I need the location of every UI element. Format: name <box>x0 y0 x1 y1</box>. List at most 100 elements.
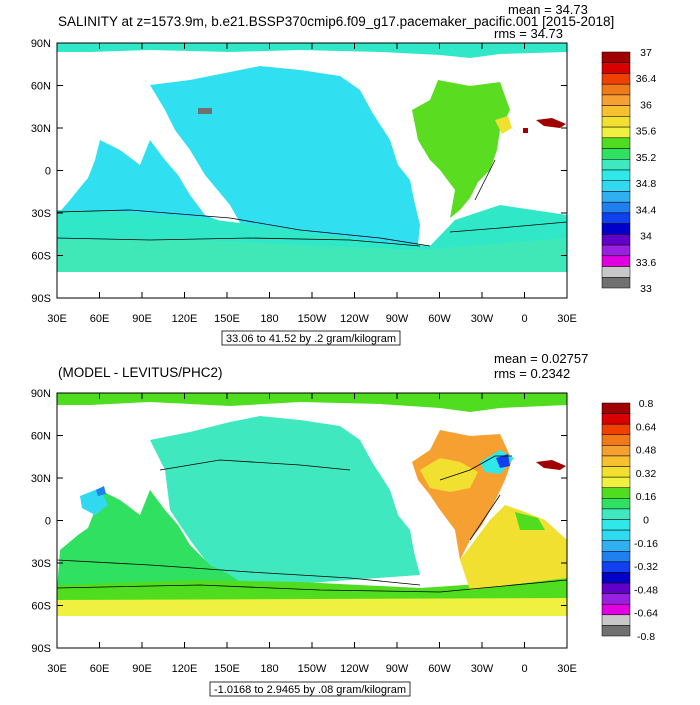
difference-map-panel: (MODEL - LEVITUS/PHC2) mean = 0.02757 rm… <box>31 351 658 697</box>
x-tick-label: 30E <box>557 663 577 675</box>
north-atlantic-yellow <box>420 458 478 492</box>
colorbar-swatch <box>601 234 631 246</box>
y-tick-label: 30S <box>31 208 51 220</box>
colorbar-label: 33.6 <box>636 257 657 269</box>
colorbar-swatch <box>601 529 631 541</box>
y-tick-label: 60S <box>31 601 51 613</box>
pacific-ocean-region <box>150 66 420 245</box>
x-tick-label: 150W <box>298 663 327 675</box>
contour-line <box>57 237 421 247</box>
mean-label: mean = 0.02757 <box>494 351 588 366</box>
map-axes: 30E 60E 90E 120E 150E 180 150W 120W 90W 60W 30W 0 30… <box>31 388 577 675</box>
colorbar-label: -0.8 <box>637 631 655 643</box>
colorbar: 37 36.4 36 35.6 35.2 34.8 34.4 34 33.6 33 <box>601 47 657 295</box>
y-tick-label: 60N <box>31 431 51 443</box>
colorbar-swatch <box>601 266 631 278</box>
y-tick-label: 30N <box>31 473 51 485</box>
colorbar-label: -0.16 <box>634 538 658 550</box>
contour-line <box>159 459 351 471</box>
negative-anomaly-center <box>496 454 510 468</box>
indian-ocean-region <box>57 490 245 590</box>
colorbar-label: 0.64 <box>636 421 657 433</box>
colorbar-swatch <box>601 593 631 605</box>
colorbar-swatch <box>601 51 631 63</box>
x-tick-label: 30E <box>47 663 67 675</box>
colorbar-swatch <box>601 487 631 499</box>
x-tick-label: 0 <box>521 313 527 325</box>
colorbar-swatch <box>601 434 631 446</box>
colorbar-swatch <box>601 83 631 96</box>
x-tick-label: 120E <box>172 313 198 325</box>
colorbar-label: -0.64 <box>634 608 658 620</box>
colorbar-label: 35.6 <box>636 126 657 138</box>
colorbar-swatch <box>601 191 631 203</box>
colorbar-swatch <box>601 223 631 235</box>
colorbar-swatch <box>601 159 631 171</box>
colorbar-swatch <box>601 212 631 224</box>
chart-title: SALINITY at z=1573.9m, b.e21.BSSP370cmip… <box>58 14 614 29</box>
colorbar-swatch <box>601 614 631 626</box>
y-tick-label: 0 <box>45 516 51 528</box>
antarctica-land <box>57 272 567 298</box>
y-tick-label: 90N <box>31 38 51 50</box>
x-tick-label: 150W <box>298 313 327 325</box>
colorbar-swatch <box>601 277 631 289</box>
map-axes: 30E 60E 90E 120E 150E 180 150W 120W 90W 60W 30W 0 30… <box>31 38 577 325</box>
x-tick-label: 60E <box>90 663 110 675</box>
southern-ocean-lower <box>57 238 567 272</box>
colorbar-label: 34.8 <box>636 178 657 190</box>
contour-line <box>474 159 496 201</box>
y-tick-label: 0 <box>45 166 51 178</box>
colorbar-swatch <box>601 169 631 181</box>
pacific-ocean-region <box>150 416 420 585</box>
chart-title: (MODEL - LEVITUS/PHC2) <box>58 365 223 380</box>
y-tick-label: 30N <box>31 123 51 135</box>
y-tick-label: 90S <box>31 293 51 305</box>
colorbar-label: 0.8 <box>639 398 654 410</box>
colorbar-label: 37 <box>640 47 652 59</box>
colorbar-swatch <box>601 148 631 160</box>
contour-line <box>57 209 431 247</box>
y-tick-label: 60N <box>31 81 51 93</box>
colorbar-swatch <box>601 137 631 149</box>
x-tick-label: 90E <box>132 663 152 675</box>
range-label: 33.06 to 41.52 by .2 gram/kilogram <box>226 333 396 345</box>
colorbar-label: 36.4 <box>636 73 657 85</box>
rms-label: rms = 0.2342 <box>494 366 570 381</box>
colorbar-swatch <box>601 519 631 531</box>
bay-of-bengal-patch <box>96 486 106 496</box>
colorbar-swatch <box>601 476 631 488</box>
range-box <box>209 681 411 697</box>
colorbar-swatch <box>601 498 631 510</box>
southern-ocean-yellow-band <box>57 598 567 616</box>
colorbar-swatch <box>601 572 631 584</box>
x-tick-label: 150E <box>214 663 240 675</box>
contour-line <box>469 494 501 541</box>
colorbar-swatch <box>601 625 631 637</box>
x-tick-label: 90E <box>132 313 152 325</box>
x-tick-label: 180 <box>260 313 278 325</box>
colorbar-swatch <box>601 582 631 594</box>
southern-ocean-band <box>57 578 567 600</box>
colorbar-label: -0.32 <box>634 561 658 573</box>
mediterranean-region <box>536 118 566 128</box>
colorbar-label: 0.32 <box>636 468 657 480</box>
colorbar-swatch <box>601 180 631 192</box>
x-tick-label: 30E <box>47 313 67 325</box>
contour-line <box>449 221 567 233</box>
range-box <box>221 330 401 346</box>
north-atlantic-region <box>412 80 510 218</box>
colorbar-swatch <box>601 105 631 117</box>
y-tick-label: 90N <box>31 388 51 400</box>
colorbar-label: 36 <box>640 99 652 111</box>
contour-line <box>57 559 421 586</box>
x-tick-label: 60W <box>428 313 451 325</box>
colorbar-label: 0 <box>643 515 649 527</box>
south-atlantic-green <box>515 512 545 530</box>
salinity-map-panel: SALINITY at z=1573.9m, b.e21.BSSP370cmip… <box>31 2 657 346</box>
colorbar-swatch <box>601 540 631 552</box>
x-tick-label: 60E <box>90 313 110 325</box>
colorbar-label: 33 <box>640 283 652 295</box>
colorbar-swatch <box>601 255 631 267</box>
